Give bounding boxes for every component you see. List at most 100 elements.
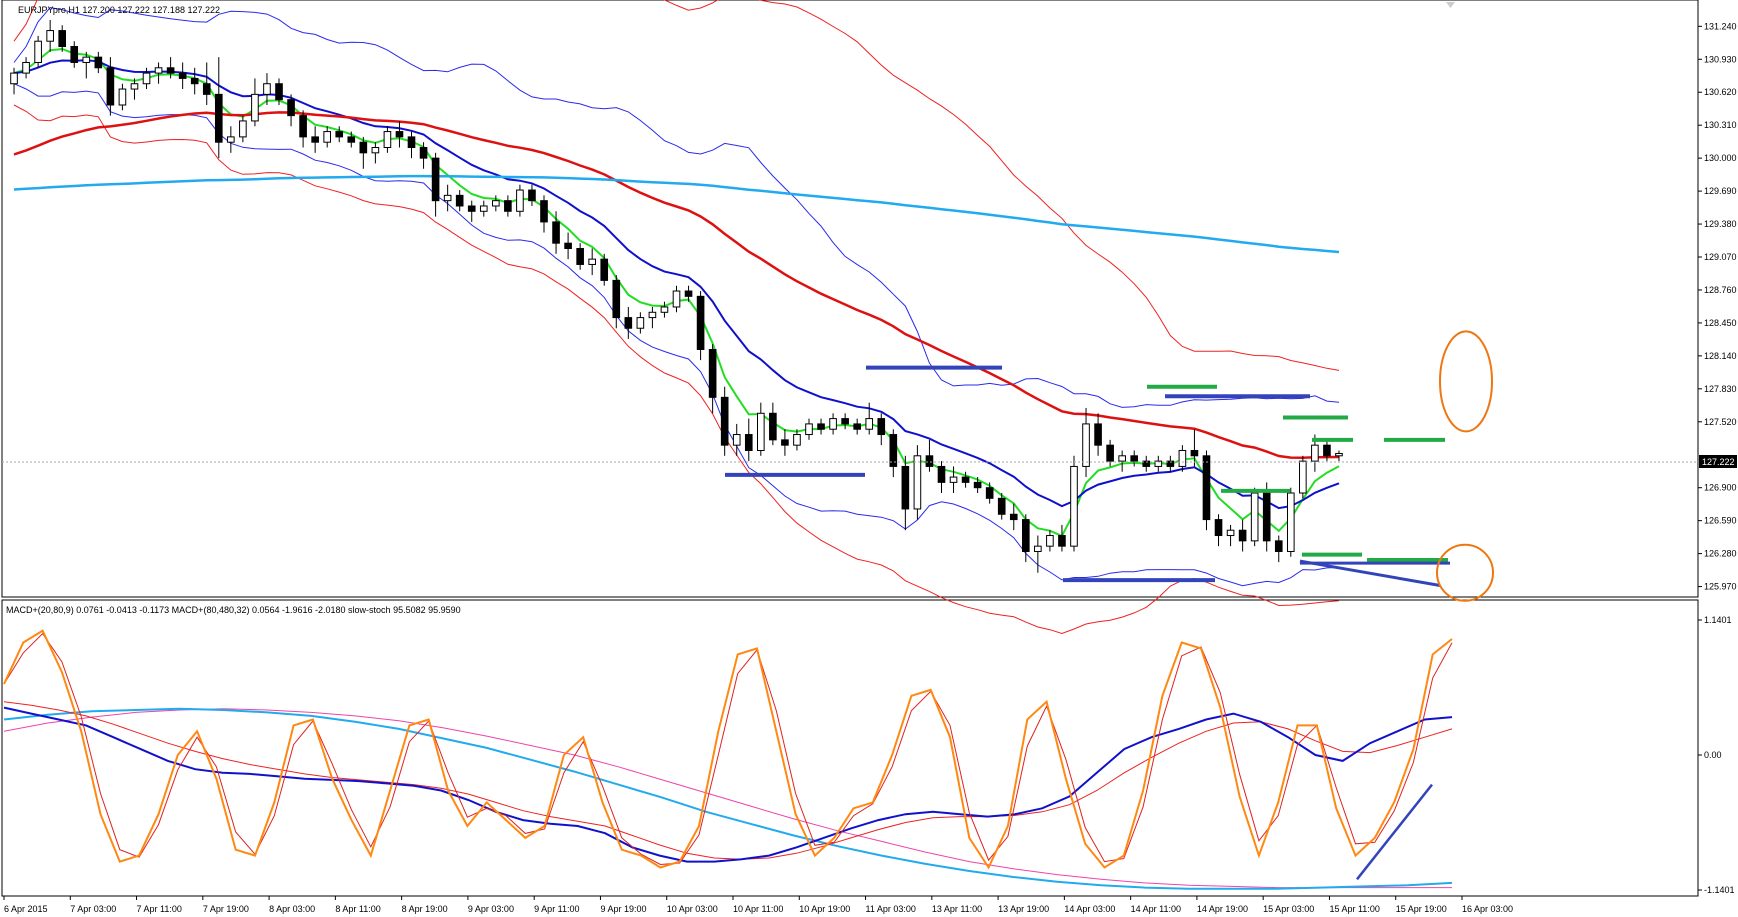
- price-tick-label: 126.900: [1704, 483, 1737, 493]
- candle-bear: [1094, 423, 1102, 446]
- candle-bear: [166, 67, 175, 74]
- candle-bear: [190, 77, 199, 85]
- candle-bull: [130, 83, 139, 90]
- time-tick-label: 13 Apr 11:00: [932, 904, 982, 914]
- stoch-signal-line: [3, 632, 1453, 866]
- oscillator-panel: [1, 599, 1699, 897]
- candle-bull: [1070, 465, 1078, 547]
- candle-bear: [106, 67, 115, 106]
- macd_slow_signal-line: [3, 708, 1452, 889]
- time-tick-label: 16 Apr 03:00: [1462, 904, 1513, 914]
- candle-bear: [1262, 492, 1271, 542]
- candle-bull: [239, 120, 247, 138]
- candle-bear: [576, 248, 584, 265]
- price-tick-label: 129.380: [1704, 219, 1737, 229]
- candle-bull: [949, 476, 958, 483]
- time-tick-label: 15 Apr 03:00: [1263, 904, 1314, 914]
- price-tick-label: 126.590: [1704, 516, 1737, 526]
- candle-bear: [214, 93, 223, 143]
- price-tick-label: 130.930: [1704, 54, 1737, 64]
- osc-tick-label: 0.00: [1704, 750, 1722, 760]
- candle-bear: [612, 279, 621, 319]
- candle-bear: [889, 434, 898, 467]
- time-tick-label: 13 Apr 19:00: [998, 904, 1049, 914]
- candle-bear: [1130, 455, 1139, 462]
- price-tick-label: 129.690: [1704, 186, 1737, 196]
- time-tick-label: 10 Apr 03:00: [667, 904, 718, 914]
- candle-bear: [1274, 540, 1283, 552]
- candle-bear: [395, 131, 404, 138]
- candle-bull: [865, 418, 874, 430]
- candle-bull: [913, 455, 922, 510]
- candle-bear: [564, 242, 572, 250]
- candle-bull: [1034, 545, 1042, 552]
- candle-bear: [540, 200, 548, 223]
- candle-bull: [672, 290, 681, 308]
- oscillator-lines: [3, 629, 1453, 890]
- time-tick-label: 10 Apr 19:00: [799, 904, 850, 914]
- candle-bear: [359, 141, 368, 154]
- candle-bull: [1178, 449, 1187, 467]
- time-tick-label: 15 Apr 11:00: [1329, 904, 1379, 914]
- candles: [10, 19, 1343, 573]
- candle-bear: [347, 136, 356, 143]
- bollinger-lower-inner: [13, 83, 1340, 587]
- time-tick-label: 7 Apr 19:00: [203, 904, 249, 914]
- candle-bear: [624, 317, 633, 329]
- candle-bear: [1238, 529, 1247, 542]
- time-tick-label: 11 Apr 03:00: [866, 904, 916, 914]
- candle-bear: [178, 72, 187, 79]
- candle-bear: [720, 396, 729, 446]
- candle-bull: [757, 412, 765, 451]
- candle-bull: [660, 306, 669, 313]
- highlight-circle-upper: [1439, 330, 1493, 433]
- price-tick-label: 130.310: [1704, 120, 1737, 130]
- candle-bear: [901, 465, 910, 510]
- candle-bull: [371, 147, 380, 154]
- candle-bull: [34, 40, 42, 63]
- price-axis: 131.240 130.930 130.620 130.310 130.000 129.6…: [1698, 21, 1737, 592]
- candle-bull: [46, 30, 54, 42]
- symbol-header: EURJPYpro,H1 127.200 127.222 127.188 127…: [18, 5, 220, 15]
- candle-bull: [1250, 492, 1259, 542]
- candle-bull: [829, 418, 837, 430]
- candle-bear: [973, 481, 982, 489]
- candle-bear: [744, 434, 753, 451]
- candle-bear: [696, 295, 705, 350]
- candle-bear: [1058, 535, 1066, 547]
- time-tick-label: 9 Apr 03:00: [468, 904, 514, 914]
- price-tick-label: 128.760: [1704, 285, 1737, 295]
- macd_signal-line: [3, 701, 1453, 860]
- candle-bear: [937, 465, 946, 483]
- candle-bull: [1226, 529, 1235, 537]
- time-tick-label: 8 Apr 19:00: [402, 904, 448, 914]
- candle-bear: [961, 476, 970, 483]
- time-tick-label: 9 Apr 19:00: [600, 904, 646, 914]
- candle-bull: [118, 88, 127, 106]
- candle-bull: [516, 189, 524, 212]
- time-tick-label: 8 Apr 11:00: [335, 904, 380, 914]
- candle-bear: [925, 455, 934, 467]
- candle-bull: [648, 311, 657, 319]
- candle-bear: [419, 147, 428, 159]
- candle-bull: [793, 434, 801, 446]
- candle-bear: [1214, 519, 1223, 537]
- candle-bear: [817, 423, 825, 430]
- candle-bull: [323, 131, 332, 143]
- bollinger-upper-inner: [13, 7, 1340, 408]
- candle-bear: [407, 136, 416, 149]
- macd_fast-line: [3, 706, 1453, 863]
- candle-bear: [769, 412, 777, 441]
- candle-bull: [22, 61, 30, 74]
- price-tick-label: 128.140: [1704, 351, 1737, 361]
- candle-bull: [588, 258, 596, 265]
- time-tick-label: 8 Apr 03:00: [269, 904, 315, 914]
- bollinger-lower-outer: [13, 104, 1340, 635]
- price-tick-label: 131.240: [1704, 21, 1737, 31]
- candle-bull: [479, 205, 488, 212]
- current-price-label: 127.222: [1702, 457, 1735, 467]
- oscillator-trend-line: [1356, 783, 1433, 881]
- time-tick-label: 7 Apr 03:00: [70, 904, 116, 914]
- ema-slow-line: [13, 111, 1340, 459]
